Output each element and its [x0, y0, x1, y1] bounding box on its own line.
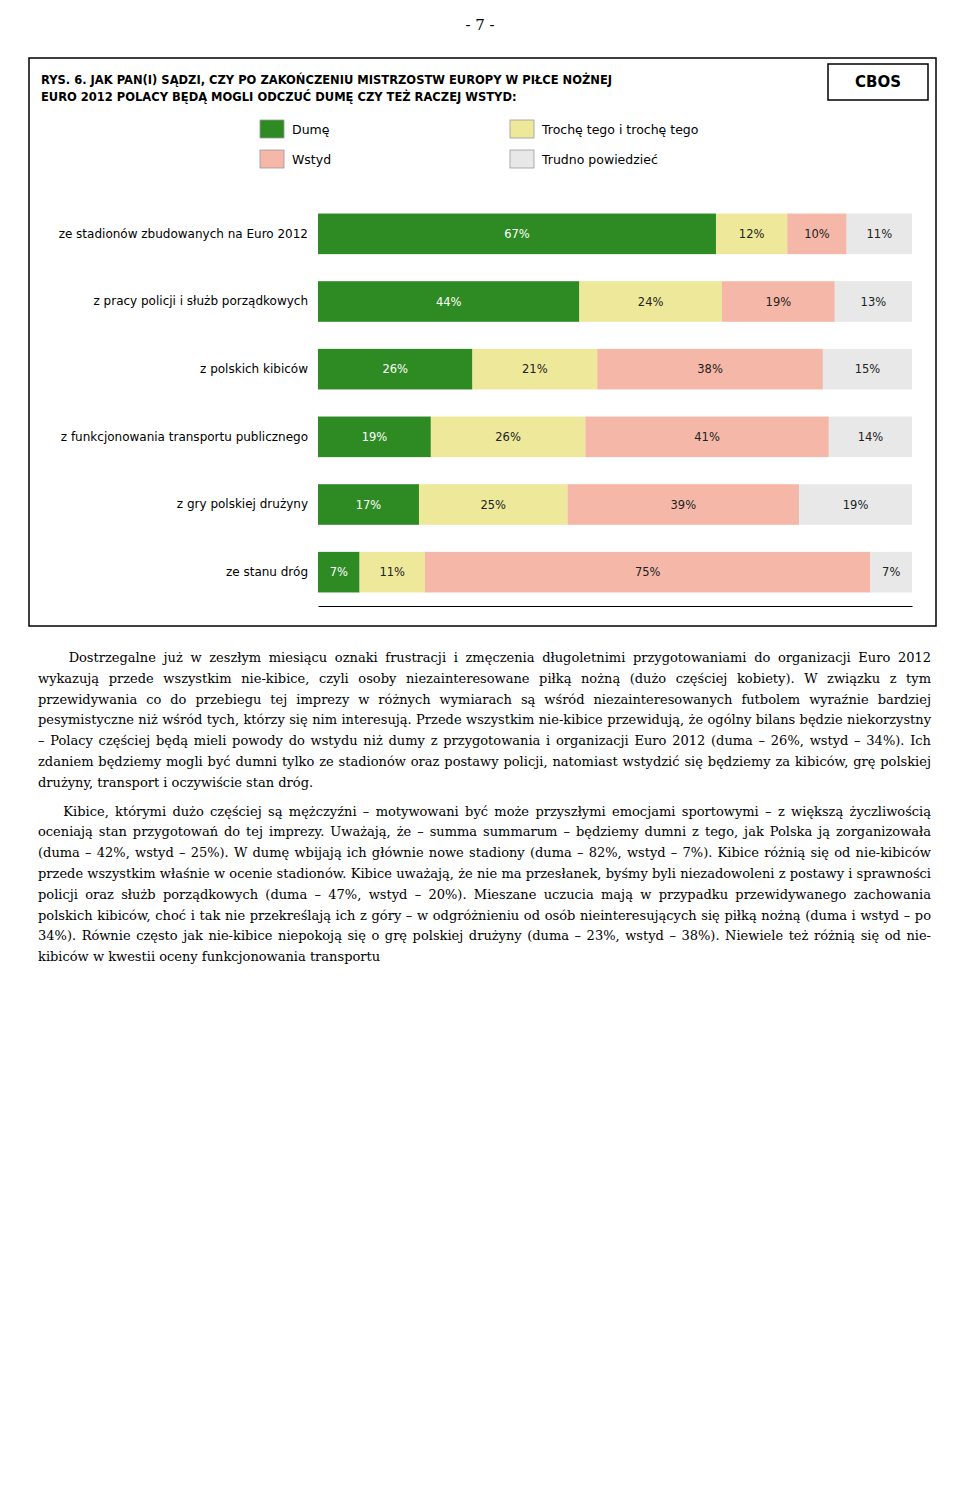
data-label: 19%: [843, 498, 869, 512]
legend-item: Dumę: [260, 120, 330, 138]
data-label: 11%: [867, 227, 893, 241]
data-label: 14%: [858, 430, 884, 444]
bar-segment: [318, 214, 716, 255]
bars: [318, 214, 912, 593]
bar-segment: [597, 349, 823, 390]
bar-segment: [318, 349, 472, 390]
bar-segment: [787, 214, 846, 255]
data-label: 7%: [882, 565, 900, 579]
bar-segment: [799, 484, 912, 525]
y-tick: ze stadionów zbudowanych na Euro 2012: [59, 227, 308, 241]
data-label: 75%: [635, 565, 661, 579]
bar-segment: [870, 552, 912, 593]
bar-segment: [579, 281, 722, 322]
page-number: - 7 -: [465, 16, 494, 34]
data-label: 67%: [504, 227, 530, 241]
bar-segment: [318, 417, 431, 458]
data-label: 25%: [480, 498, 506, 512]
legend-label: Trochę tego i trochę tego: [541, 122, 698, 137]
series: [425, 214, 871, 593]
data-label: 41%: [694, 430, 720, 444]
data-label: 21%: [522, 362, 548, 376]
body-text: Dostrzegalne już w zeszłym miesiącu ozna…: [38, 648, 931, 976]
bar-segment: [823, 349, 912, 390]
data-label: 26%: [495, 430, 521, 444]
y-tick: ze stanu dróg: [226, 565, 308, 579]
chart-title: RYS. 6. JAK PAN(I) SĄDZI, CZY PO ZAKOŃCZ…: [41, 72, 612, 104]
data-label: 10%: [804, 227, 830, 241]
legend-label: Wstyd: [292, 152, 331, 167]
y-tick: z funkcjonowania transportu publicznego: [61, 430, 308, 444]
bar-segment: [425, 552, 871, 593]
bar-segment: [318, 484, 419, 525]
bar-segment: [431, 417, 585, 458]
data-label: 39%: [671, 498, 697, 512]
annotation-box: [828, 64, 928, 100]
data-label: 24%: [638, 295, 664, 309]
data-label: 13%: [861, 295, 887, 309]
legend-item: Wstyd: [260, 150, 331, 168]
legend-swatch: [260, 150, 284, 168]
legend-swatch: [510, 150, 534, 168]
data-label: 11%: [379, 565, 405, 579]
bar-segment: [716, 214, 787, 255]
data-label: 44%: [436, 295, 462, 309]
y-tick: z pracy policji i służb porządkowych: [93, 294, 308, 308]
data-label: 7%: [330, 565, 348, 579]
x-axis-line: [319, 606, 913, 607]
bar-segment: [318, 281, 579, 322]
bar-segment: [419, 484, 567, 525]
data-label: 19%: [362, 430, 388, 444]
y-tick-label: z polskich kibiców: [200, 362, 308, 376]
legend: Dumę Trochę tego i trochę tego Wstyd Trudno…: [260, 120, 698, 168]
data-label: 12%: [739, 227, 765, 241]
y-tick-label: ze stanu dróg: [226, 565, 308, 579]
data-labels: 67% 44% 26% 19% 17% 7% 12% 24% 21% 26% 25% 11% 10% 19…: [330, 227, 901, 579]
y-tick-label: z pracy policji i służb porządkowych: [93, 294, 308, 308]
data-label: 26%: [382, 362, 408, 376]
paragraph: Kibice, którymi dużo częściej są mężczyź…: [38, 802, 931, 968]
legend-swatch: [260, 120, 284, 138]
series: [799, 214, 912, 593]
y-axis: ze stadionów zbudowanych na Euro 2012 z p…: [59, 227, 309, 579]
bar-segment: [829, 417, 912, 458]
data-label: 38%: [697, 362, 723, 376]
data-label: 19%: [766, 295, 792, 309]
y-tick-label: ze stadionów zbudowanych na Euro 2012: [59, 227, 308, 241]
legend-label: Trudno powiedzieć: [541, 152, 658, 167]
bar-segment: [585, 417, 829, 458]
bar-segment: [847, 214, 912, 255]
bar-segment: [472, 349, 597, 390]
data-label: 15%: [855, 362, 881, 376]
bar-segment: [318, 552, 360, 593]
series: [360, 214, 788, 593]
y-tick: z polskich kibiców: [200, 362, 308, 376]
annotation: CBOS: [855, 73, 901, 91]
y-tick-label: z gry polskiej drużyny: [177, 497, 308, 511]
bar-segment: [360, 552, 425, 593]
series: [318, 214, 716, 593]
legend-item: Trochę tego i trochę tego: [510, 120, 698, 138]
x-axis: [319, 606, 913, 607]
y-tick: z gry polskiej drużyny: [177, 497, 308, 511]
bar-segment: [722, 281, 835, 322]
paragraph: Dostrzegalne już w zeszłym miesiącu ozna…: [38, 648, 931, 794]
legend-label: Dumę: [292, 122, 330, 137]
bar-segment: [567, 484, 799, 525]
bar-segment: [835, 281, 912, 322]
data-label: 17%: [356, 498, 382, 512]
legend-swatch: [510, 120, 534, 138]
legend-item: Trudno powiedzieć: [510, 150, 658, 168]
chart-frame: [29, 58, 936, 626]
y-tick-label: z funkcjonowania transportu publicznego: [61, 430, 308, 444]
